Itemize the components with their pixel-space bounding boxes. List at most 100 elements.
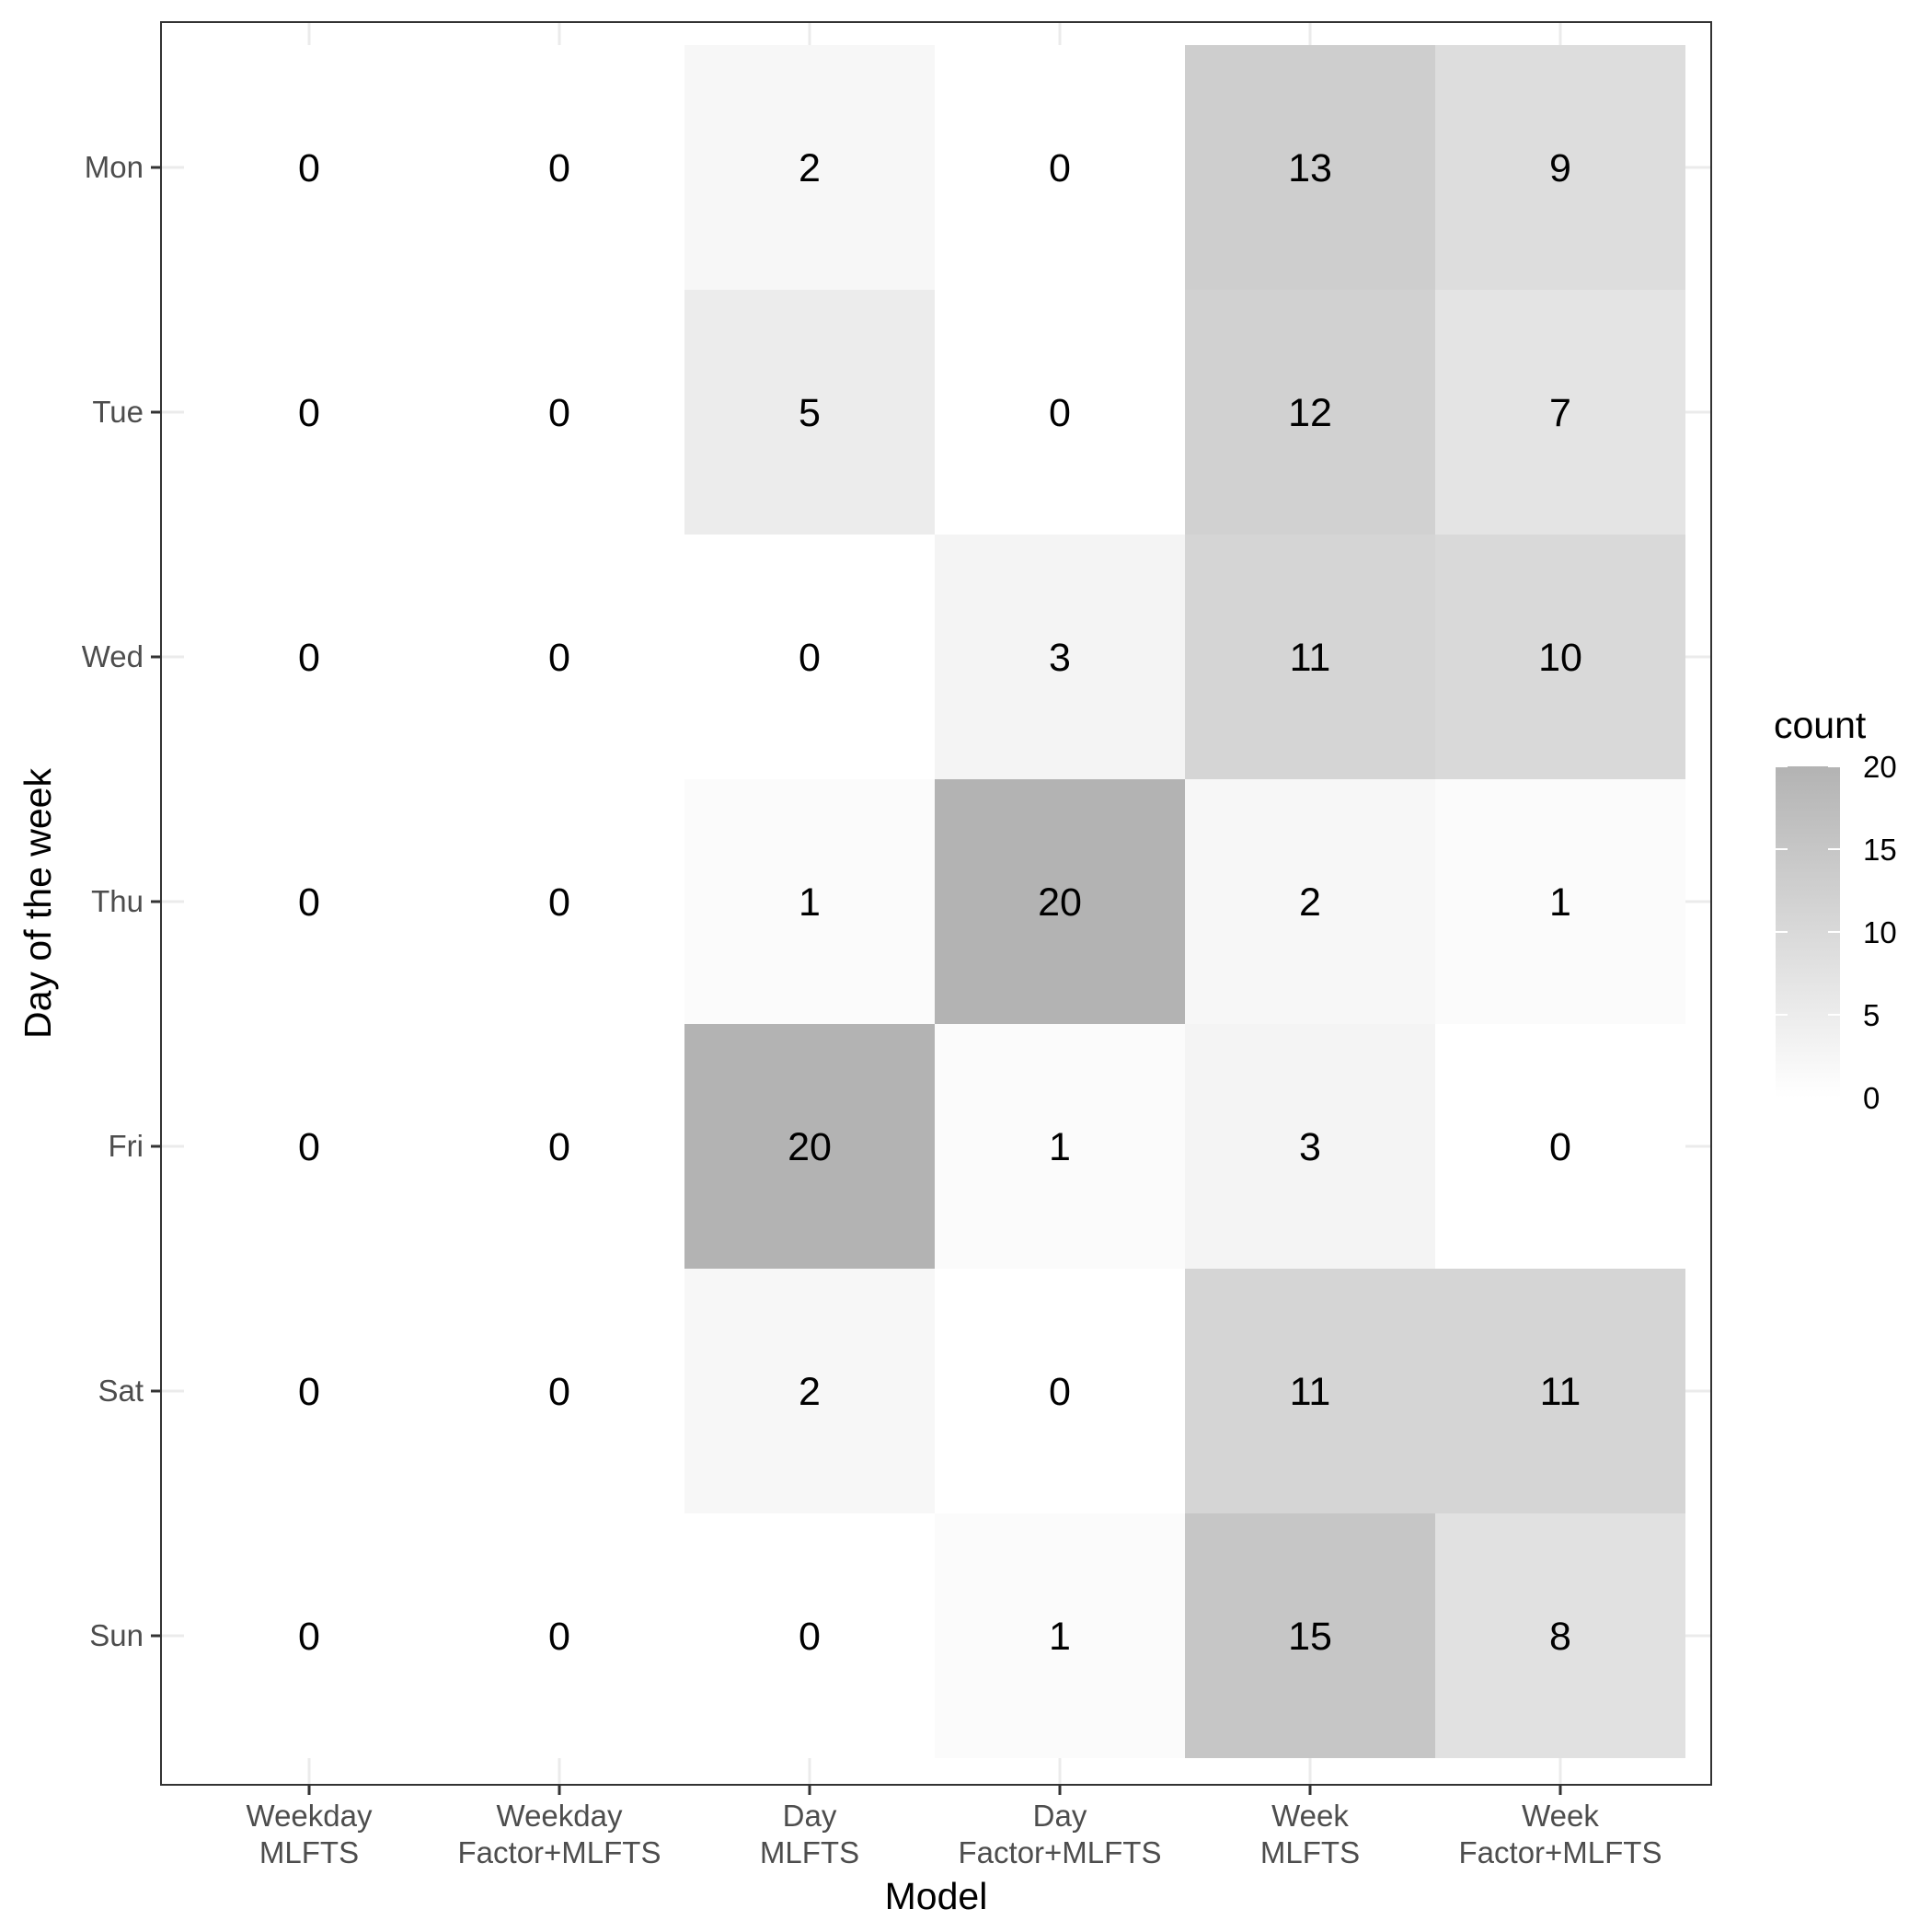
heatmap-cell <box>434 290 684 535</box>
cell-value-label: 0 <box>548 1370 570 1414</box>
heatmap-cell <box>434 45 684 290</box>
cell-value-label: 5 <box>799 391 821 435</box>
heatmap-cell <box>1435 779 1685 1024</box>
cell-value-label: 0 <box>548 146 570 190</box>
heatmap-cell <box>1185 1513 1435 1758</box>
heatmap-cell <box>184 1513 434 1758</box>
x-tick-label: Factor+MLFTS <box>1459 1835 1662 1869</box>
y-tick-label: Tue <box>92 395 144 429</box>
heatmap-cell <box>684 1513 935 1758</box>
heatmap-cell <box>684 290 935 535</box>
cell-value-label: 7 <box>1549 391 1571 435</box>
heatmap-cell <box>1185 535 1435 779</box>
heatmap-cell <box>184 290 434 535</box>
x-tick-label: MLFTS <box>760 1835 859 1869</box>
x-tick-label: Weekday <box>247 1799 373 1833</box>
legend-break-label: 15 <box>1863 833 1897 867</box>
cell-value-label: 0 <box>298 636 320 680</box>
cell-value-label: 0 <box>799 636 821 680</box>
y-tick-label: Fri <box>109 1129 144 1163</box>
heatmap-cell <box>184 45 434 290</box>
legend-break-label: 0 <box>1863 1081 1880 1115</box>
heatmap-cell <box>684 45 935 290</box>
y-axis: Mon Tue Wed Thu Fri Sat Sun <box>82 150 161 1652</box>
heatmap-cell <box>684 535 935 779</box>
cell-value-label: 0 <box>548 391 570 435</box>
y-tick-label: Sat <box>98 1374 144 1408</box>
legend-break-label: 20 <box>1863 750 1897 784</box>
cell-value-label: 2 <box>799 1370 821 1414</box>
cell-value-label: 0 <box>298 1615 320 1659</box>
heatmap-cell <box>1435 290 1685 535</box>
cell-value-label: 2 <box>1299 880 1321 925</box>
cell-value-label: 3 <box>1049 636 1071 680</box>
y-axis-title: Day of the week <box>17 768 59 1039</box>
cell-value-label: 0 <box>1049 1370 1071 1414</box>
cell-value-label: 20 <box>1038 880 1082 925</box>
legend-break-label: 10 <box>1863 915 1897 949</box>
cell-value-label: 8 <box>1549 1615 1571 1659</box>
cell-value-label: 9 <box>1549 146 1571 190</box>
heatmap-cell <box>1435 1269 1685 1513</box>
heatmap-cell <box>684 779 935 1024</box>
x-tick-label: MLFTS <box>1260 1835 1360 1869</box>
legend-title: count <box>1774 704 1867 746</box>
x-tick-label: Week <box>1271 1799 1349 1833</box>
cell-value-label: 0 <box>298 1370 320 1414</box>
heatmap-cell <box>1185 779 1435 1024</box>
y-tick-label: Wed <box>82 639 144 673</box>
cell-value-label: 1 <box>1049 1125 1071 1169</box>
heatmap-cell <box>184 1269 434 1513</box>
x-axis: WeekdayMLFTSWeekdayFactor+MLFTSDayMLFTSD… <box>247 1785 1662 1869</box>
cell-value-label: 0 <box>1049 146 1071 190</box>
heatmap-cell <box>935 45 1185 290</box>
heatmap-cell <box>935 1024 1185 1269</box>
heatmap-cell <box>434 1024 684 1269</box>
cell-value-label: 0 <box>1049 391 1071 435</box>
y-tick-label: Mon <box>85 150 144 184</box>
x-axis-title: Model <box>885 1875 988 1917</box>
y-tick-label: Sun <box>89 1618 144 1652</box>
x-tick-label: Weekday <box>497 1799 623 1833</box>
heatmap-cell <box>684 1269 935 1513</box>
cell-value-label: 1 <box>1049 1615 1071 1659</box>
heatmap-cell <box>1435 1024 1685 1269</box>
x-tick-label: Factor+MLFTS <box>458 1835 661 1869</box>
cell-value-label: 3 <box>1299 1125 1321 1169</box>
heatmap-cells <box>184 45 1685 1758</box>
heatmap-cell <box>935 779 1185 1024</box>
heatmap-cell <box>434 1513 684 1758</box>
heatmap-cell <box>684 1024 935 1269</box>
cell-value-label: 0 <box>548 880 570 925</box>
cell-value-label: 0 <box>799 1615 821 1659</box>
x-tick-label: Day <box>783 1799 837 1833</box>
heatmap-cell <box>184 779 434 1024</box>
heatmap-cell <box>935 535 1185 779</box>
cell-value-label: 0 <box>298 391 320 435</box>
cell-value-label: 11 <box>1540 1370 1581 1414</box>
cell-value-label: 11 <box>1290 1370 1331 1414</box>
cell-labels: 0 0 2 0 13 90 0 5 0 12 70 0 0 3 11 100 0 1 20 2 10 0 20 1 3 00 0 2 0… <box>298 146 1582 1659</box>
x-tick-label: Factor+MLFTS <box>959 1835 1162 1869</box>
cell-value-label: 12 <box>1288 391 1332 435</box>
heatmap-cell <box>434 779 684 1024</box>
legend-break-label: 5 <box>1863 998 1880 1032</box>
heatmap-cell <box>1185 45 1435 290</box>
cell-value-label: 0 <box>298 1125 320 1169</box>
cell-value-label: 20 <box>788 1125 832 1169</box>
heatmap-cell <box>184 1024 434 1269</box>
y-tick-label: Thu <box>91 884 144 918</box>
cell-value-label: 0 <box>548 636 570 680</box>
heatmap-cell <box>935 290 1185 535</box>
heatmap-cell <box>184 535 434 779</box>
heatmap-cell <box>434 535 684 779</box>
heatmap-cell <box>434 1269 684 1513</box>
cell-value-label: 11 <box>1290 636 1331 680</box>
cell-value-label: 0 <box>1549 1125 1571 1169</box>
cell-value-label: 0 <box>298 146 320 190</box>
cell-value-label: 13 <box>1288 146 1332 190</box>
heatmap-cell <box>1435 45 1685 290</box>
panel-border <box>160 21 1712 1786</box>
heatmap-cell <box>1185 290 1435 535</box>
